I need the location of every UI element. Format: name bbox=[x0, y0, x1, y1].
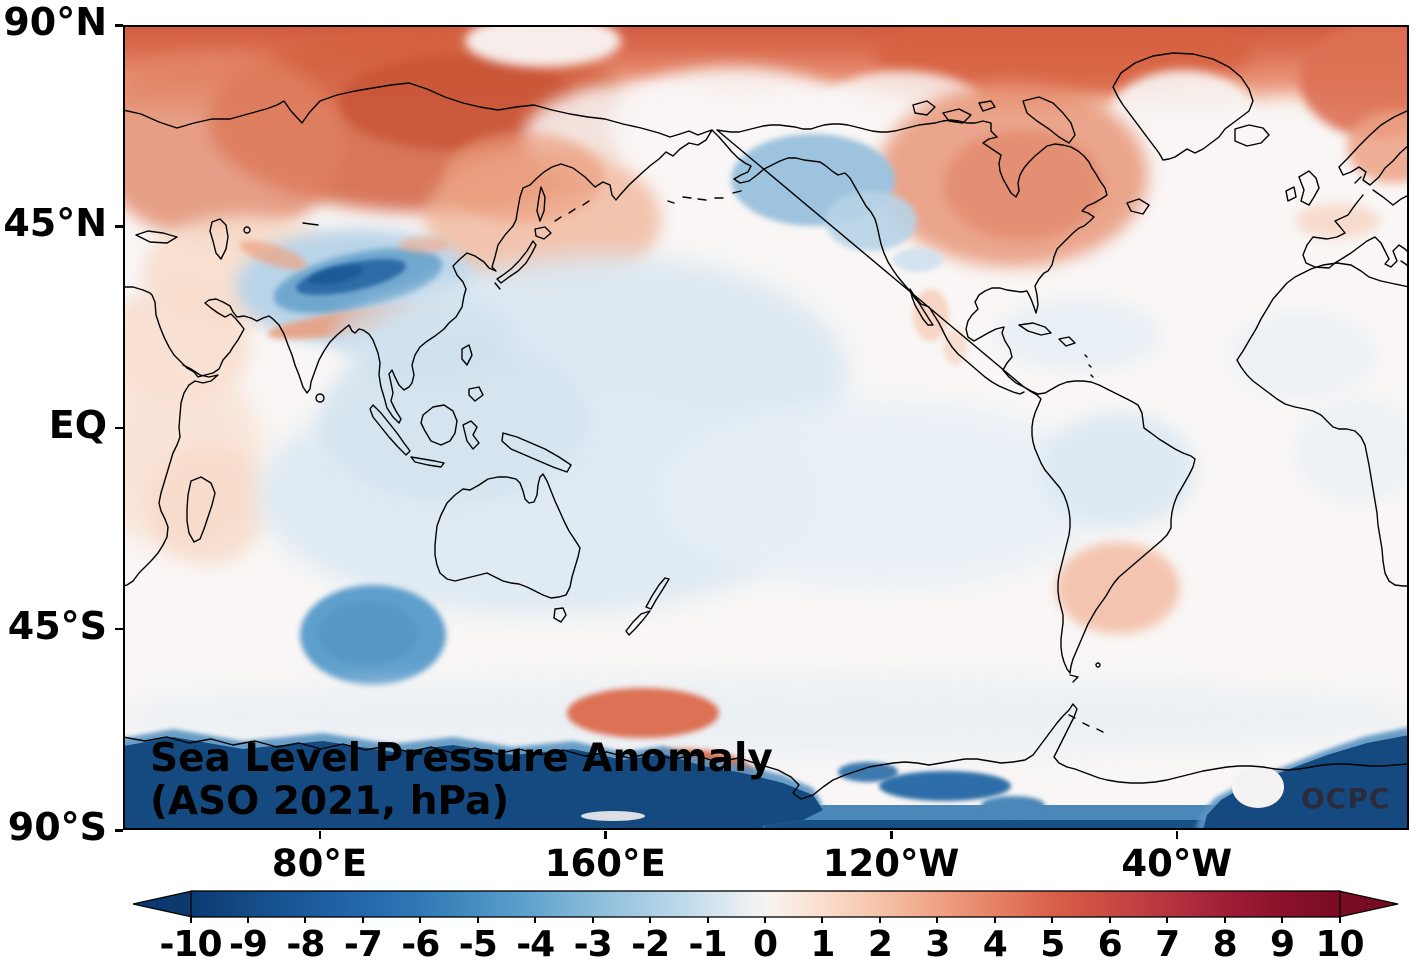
colorbar-tick-mark bbox=[1051, 917, 1054, 923]
colorbar-tick-label: -9 bbox=[228, 924, 268, 965]
y-axis-tick-mark bbox=[115, 24, 123, 27]
map-panel: Sea Level Pressure Anomaly (ASO 2021, hP… bbox=[123, 25, 1409, 830]
y-axis-tick-mark bbox=[115, 426, 123, 429]
colorbar-left-arrow bbox=[132, 890, 193, 918]
colorbar-tick-mark bbox=[649, 917, 652, 923]
y-axis-tick-mark bbox=[115, 225, 123, 228]
colorbar-tick-mark bbox=[1338, 917, 1341, 923]
colorbar-tick-label: -10 bbox=[159, 924, 222, 965]
colorbar-tick-label: -2 bbox=[631, 924, 670, 965]
y-axis-tick-label: 90°N bbox=[3, 0, 107, 44]
colorbar-tick-label: 8 bbox=[1212, 924, 1238, 965]
colorbar-tick-mark bbox=[419, 917, 422, 923]
world-anomaly-map bbox=[123, 25, 1409, 830]
colorbar-tick-label: 2 bbox=[867, 924, 893, 965]
colorbar-tick-label: 0 bbox=[752, 924, 778, 965]
colorbar-tick-mark bbox=[591, 917, 594, 923]
colorbar-tick-mark bbox=[878, 917, 881, 923]
x-axis-tick-label: 40°W bbox=[1121, 842, 1233, 885]
x-axis-tick-mark bbox=[1175, 831, 1179, 839]
colorbar-gradient-bar bbox=[190, 890, 1341, 918]
colorbar-tick-mark bbox=[304, 917, 307, 923]
colorbar-right-arrow bbox=[1338, 890, 1399, 918]
colorbar-tick-mark bbox=[189, 917, 192, 923]
colorbar-tick-mark bbox=[936, 917, 939, 923]
y-axis-tick-label: 45°N bbox=[3, 201, 107, 246]
x-axis-tick-label: 160°E bbox=[544, 842, 666, 885]
colorbar-tick-mark bbox=[246, 917, 249, 923]
colorbar-tick-label: -5 bbox=[458, 924, 498, 965]
y-axis-tick-label: 90°S bbox=[7, 805, 107, 849]
y-axis-tick-label: 45°S bbox=[7, 603, 107, 648]
x-axis-tick-label: 80°E bbox=[271, 842, 368, 885]
colorbar-tick-label: 10 bbox=[1315, 924, 1364, 965]
colorbar-tick-mark bbox=[1108, 917, 1111, 923]
colorbar-tick-label: -3 bbox=[573, 924, 613, 965]
colorbar-tick-label: -6 bbox=[401, 924, 440, 965]
x-axis-tick-label: 120°W bbox=[822, 842, 960, 885]
colorbar-tick-mark bbox=[476, 917, 479, 923]
colorbar-tick-label: 7 bbox=[1155, 924, 1180, 965]
colorbar-tick-label: -1 bbox=[688, 924, 728, 965]
colorbar-tick-label: 5 bbox=[1040, 924, 1065, 965]
map-border bbox=[123, 25, 1409, 830]
x-axis-tick-mark bbox=[604, 831, 607, 839]
x-axis-tick-mark bbox=[890, 831, 893, 839]
colorbar-tick-label: 9 bbox=[1270, 924, 1295, 965]
y-axis-tick-mark bbox=[115, 829, 123, 832]
colorbar-tick-label: 6 bbox=[1097, 924, 1123, 965]
colorbar-tick-mark bbox=[534, 917, 537, 923]
colorbar-tick-mark bbox=[1223, 917, 1226, 923]
colorbar-tick-mark bbox=[361, 917, 364, 923]
colorbar-tick-label: -7 bbox=[343, 924, 383, 965]
colorbar-tick-mark bbox=[764, 917, 766, 923]
anomaly-shading bbox=[123, 25, 1409, 830]
colorbar-tick-mark bbox=[821, 917, 824, 923]
y-axis-tick-mark bbox=[115, 627, 123, 631]
colorbar-tick-mark bbox=[1166, 917, 1169, 923]
colorbar-tick-label: -8 bbox=[286, 924, 325, 965]
colorbar-tick-mark bbox=[993, 917, 996, 923]
colorbar-tick-mark bbox=[1281, 917, 1284, 923]
coastlines bbox=[123, 52, 1409, 800]
colorbar-tick-label: -4 bbox=[516, 924, 555, 965]
y-axis-tick-label: EQ bbox=[48, 402, 107, 447]
colorbar-tick-mark bbox=[706, 917, 709, 923]
colorbar-tick-label: 3 bbox=[925, 924, 950, 965]
colorbar-tick-label: 1 bbox=[810, 924, 835, 965]
colorbar bbox=[132, 890, 1399, 918]
colorbar-tick-label: 4 bbox=[982, 924, 1008, 965]
x-axis-tick-mark bbox=[318, 831, 321, 839]
